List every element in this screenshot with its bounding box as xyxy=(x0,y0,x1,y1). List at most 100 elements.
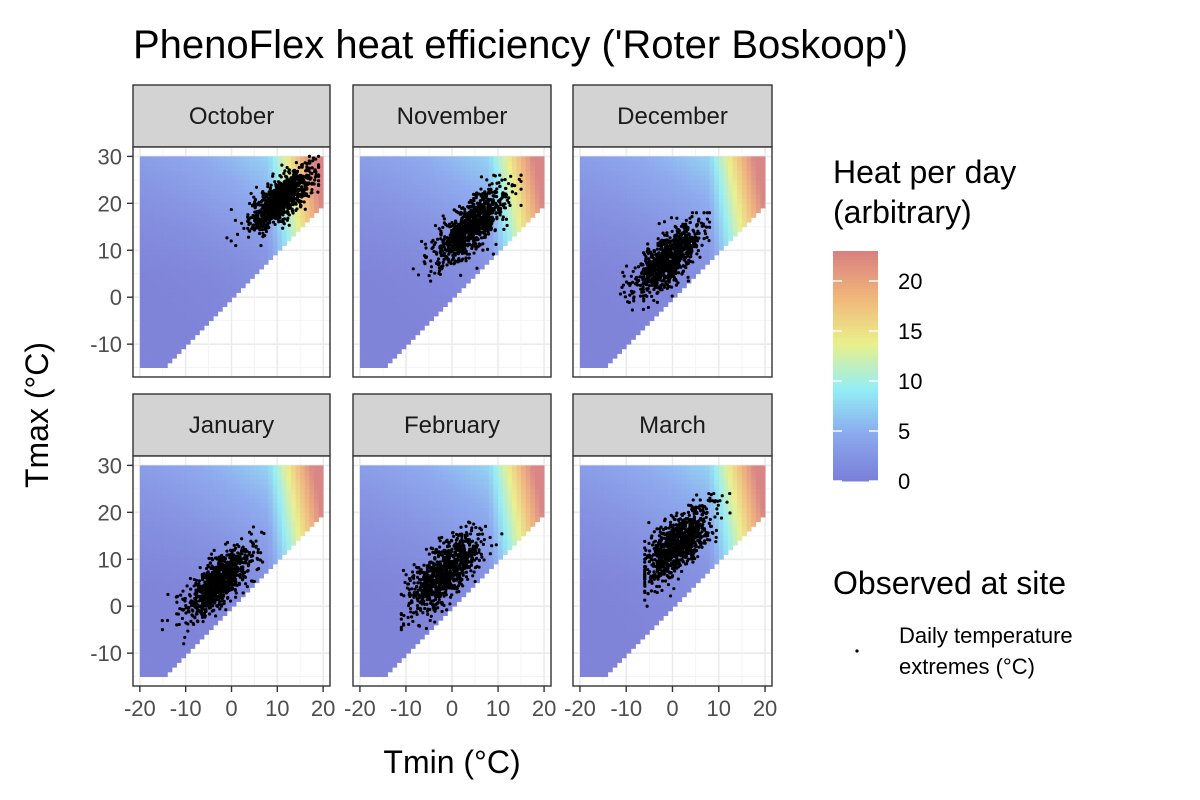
heat-tile xyxy=(593,334,599,340)
heat-tile xyxy=(447,217,453,223)
heat-tile xyxy=(176,311,182,317)
heat-tile xyxy=(245,189,251,195)
heat-tile xyxy=(392,273,398,279)
data-point xyxy=(485,227,489,231)
heat-tile xyxy=(190,217,196,223)
heat-tile xyxy=(653,212,660,218)
heat-tile xyxy=(484,250,490,256)
heat-tile xyxy=(626,170,632,176)
heat-tile xyxy=(318,175,324,181)
heat-tile xyxy=(369,165,375,171)
data-point xyxy=(286,192,290,196)
data-point xyxy=(289,203,293,207)
heat-tile xyxy=(171,203,177,209)
heat-tile xyxy=(359,203,365,209)
heat-tile xyxy=(176,217,182,223)
heat-tile xyxy=(521,179,527,185)
heat-tile xyxy=(258,254,264,261)
heat-tile xyxy=(286,208,292,214)
heat-tile xyxy=(281,226,287,232)
heat-tile xyxy=(263,179,269,185)
heat-tile xyxy=(162,175,168,181)
heat-tile xyxy=(139,250,145,256)
heat-tile xyxy=(428,315,434,322)
heat-tile xyxy=(139,362,145,369)
heat-tile xyxy=(598,330,604,336)
heat-tile xyxy=(630,193,636,200)
heat-tile xyxy=(277,231,283,237)
heat-tile xyxy=(222,250,228,256)
heat-tile xyxy=(470,184,476,190)
data-point xyxy=(485,178,489,182)
heat-tile xyxy=(153,330,159,336)
heat-tile xyxy=(447,254,453,261)
heat-tile xyxy=(584,240,590,246)
heat-tile xyxy=(405,311,411,317)
heat-tile xyxy=(139,236,145,242)
heat-tile xyxy=(396,339,402,345)
heat-tile xyxy=(649,222,655,228)
heat-tile xyxy=(507,170,513,176)
data-point xyxy=(491,198,495,202)
heat-tile xyxy=(139,165,145,171)
data-point xyxy=(246,218,250,222)
heat-tile xyxy=(199,222,205,228)
heat-tile xyxy=(630,320,636,326)
heat-tile xyxy=(498,189,504,195)
data-point xyxy=(260,207,264,211)
heat-tile xyxy=(475,156,481,162)
heat-tile xyxy=(401,231,407,237)
heat-tile xyxy=(649,175,655,181)
heat-tile xyxy=(507,175,513,181)
heat-tile xyxy=(433,264,439,270)
heat-tile xyxy=(442,226,448,232)
heat-tile xyxy=(176,320,182,326)
heat-tile xyxy=(640,301,646,307)
heat-tile xyxy=(387,269,393,275)
data-point xyxy=(482,229,486,233)
heat-tile xyxy=(452,264,458,270)
data-point xyxy=(268,186,272,190)
data-point xyxy=(490,221,494,226)
heat-tile xyxy=(158,330,164,336)
data-point xyxy=(280,163,284,167)
data-point xyxy=(292,170,297,174)
heat-tile xyxy=(465,250,471,256)
heat-tile xyxy=(185,161,191,167)
heat-tile xyxy=(598,231,604,237)
heat-tile xyxy=(231,189,237,195)
heat-tile xyxy=(593,287,599,293)
heat-tile xyxy=(396,292,402,298)
heat-tile xyxy=(635,161,641,167)
heat-tile xyxy=(291,222,297,228)
heat-tile xyxy=(640,231,646,237)
heat-tile xyxy=(171,161,177,167)
heat-tile xyxy=(484,170,490,176)
heat-tile xyxy=(185,179,191,185)
data-point xyxy=(310,166,314,170)
heat-tile xyxy=(204,254,209,261)
heat-tile xyxy=(447,175,453,181)
heat-tile xyxy=(626,325,632,331)
heat-tile xyxy=(213,193,219,200)
heat-tile xyxy=(433,226,439,232)
heat-tile xyxy=(405,193,411,200)
heat-tile xyxy=(281,165,287,171)
heat-tile xyxy=(258,264,264,270)
heat-tile xyxy=(153,297,159,303)
data-point xyxy=(282,204,287,209)
heat-tile xyxy=(461,198,467,204)
heat-tile xyxy=(419,311,425,317)
heat-tile xyxy=(419,250,425,256)
heat-tile xyxy=(204,156,209,162)
heat-tile xyxy=(433,287,439,293)
heat-tile xyxy=(396,165,402,171)
heat-tile xyxy=(162,311,168,317)
heat-tile xyxy=(521,193,527,200)
heat-tile xyxy=(226,170,232,176)
heat-tile xyxy=(598,175,604,181)
heat-tile xyxy=(401,283,407,289)
heat-tile xyxy=(579,254,585,261)
heat-tile xyxy=(424,170,430,176)
heat-tile xyxy=(579,208,585,214)
